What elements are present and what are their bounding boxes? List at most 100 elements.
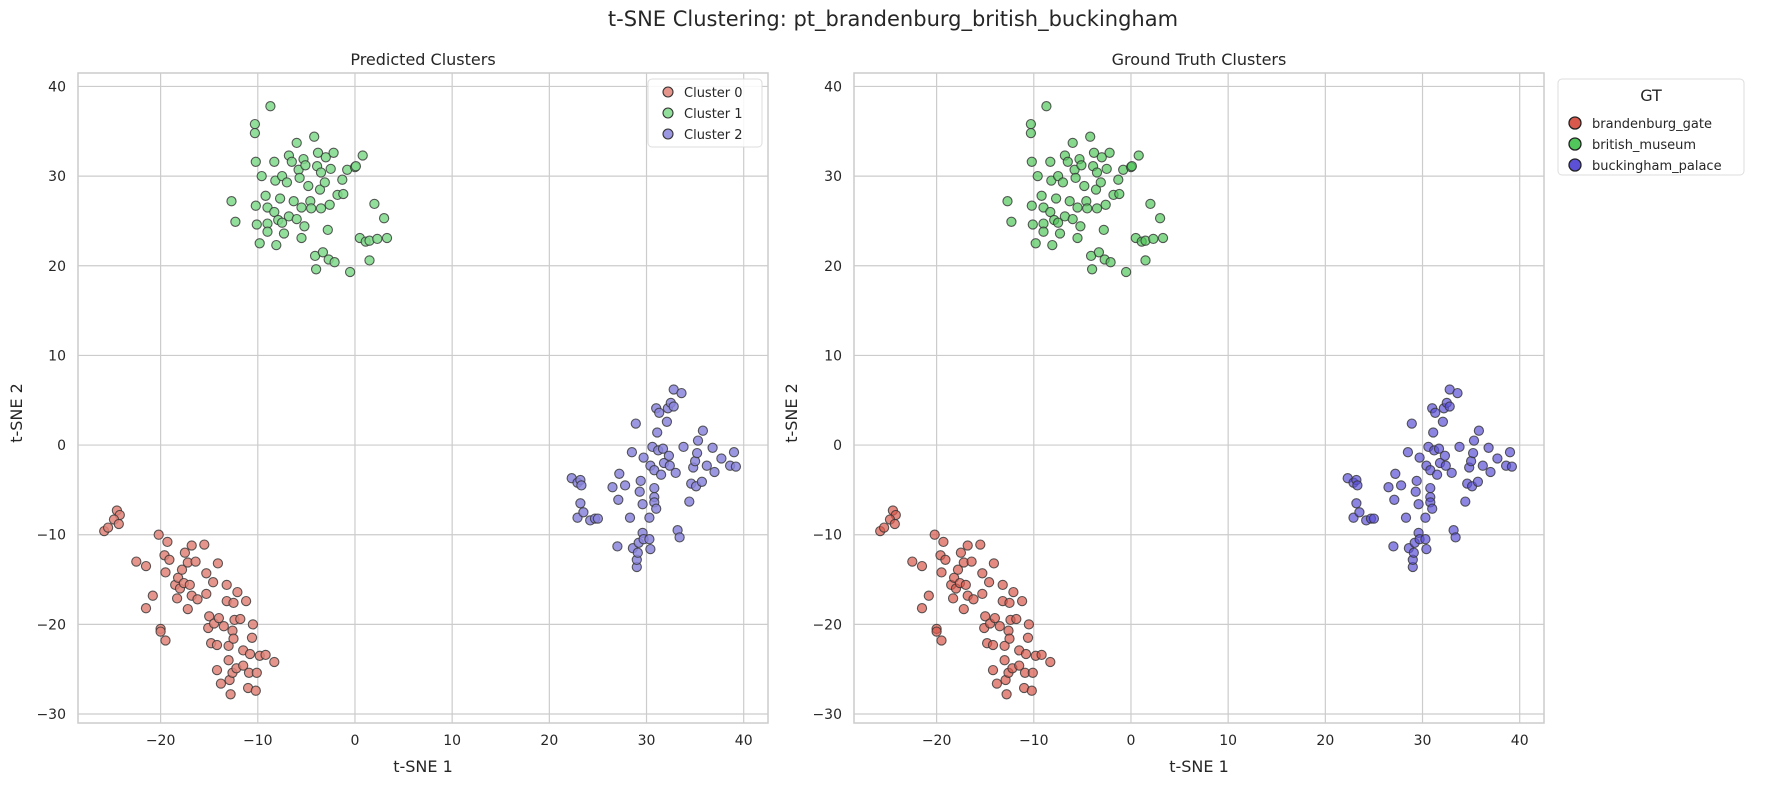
data-point-series-2 (1368, 513, 1380, 524)
data-point-series-2 (663, 450, 675, 461)
data-point-series-2 (1433, 443, 1445, 454)
data-point-series-0 (228, 597, 239, 609)
data-point-series-1 (315, 203, 327, 214)
data-point-series-1 (1114, 188, 1125, 200)
data-point-series-0 (1022, 632, 1034, 643)
data-point-series-2 (1408, 547, 1419, 558)
data-point-series-1 (1025, 127, 1037, 139)
data-point-series-0 (987, 639, 999, 651)
data-point-series-2 (612, 541, 623, 552)
data-point-series-2 (1406, 418, 1417, 429)
y-tick-label: −30 (812, 707, 842, 723)
data-point-series-2 (670, 467, 681, 479)
data-point-series-1 (1140, 255, 1151, 266)
data-point-series-0 (916, 603, 928, 614)
data-point-series-0 (211, 664, 223, 676)
data-point-series-1 (1088, 147, 1100, 158)
data-point-series-1 (294, 172, 305, 184)
data-point-series-0 (999, 655, 1010, 666)
data-point-series-0 (223, 640, 234, 652)
data-point-series-1 (274, 193, 286, 204)
data-point-series-0 (1001, 689, 1012, 700)
data-point-series-2 (632, 547, 643, 558)
x-axis-label-ground-truth: t-SNE 1 (1169, 757, 1229, 776)
data-point-series-0 (213, 612, 225, 624)
data-point-series-1 (315, 167, 327, 178)
legend-label: Cluster 2 (684, 128, 743, 143)
data-point-series-0 (968, 594, 979, 605)
legend-marker (1568, 158, 1582, 172)
data-point-series-1 (1036, 190, 1047, 201)
data-point-series-0 (907, 556, 918, 567)
data-point-series-2 (1468, 435, 1480, 446)
scatter-points (875, 101, 1518, 700)
data-point-series-0 (179, 547, 191, 558)
data-point-series-1 (1054, 228, 1066, 239)
data-point-series-2 (1425, 482, 1436, 494)
y-tick-label: 10 (824, 348, 842, 364)
data-point-series-1 (1085, 131, 1096, 142)
data-point-series-2 (1395, 480, 1407, 491)
grid (854, 73, 1544, 723)
data-point-series-2 (1483, 442, 1494, 453)
legend-marker (662, 107, 674, 119)
data-point-series-2 (1450, 532, 1461, 543)
data-point-series-1 (291, 213, 302, 225)
data-point-series-0 (936, 567, 947, 578)
data-point-series-1 (1032, 170, 1043, 182)
data-point-series-0 (1016, 595, 1028, 607)
data-point-series-0 (977, 568, 988, 579)
scatter-points (99, 101, 742, 700)
data-point-series-1 (254, 238, 265, 249)
y-tick-label: 40 (48, 79, 66, 95)
data-point-series-1 (296, 232, 307, 244)
data-point-series-0 (1045, 656, 1056, 668)
data-point-series-0 (952, 564, 964, 575)
data-point-series-2 (1420, 534, 1431, 545)
data-point-series-2 (1420, 512, 1431, 523)
data-point-series-1 (317, 247, 329, 258)
data-point-series-2 (1431, 469, 1443, 480)
data-point-series-2 (701, 460, 712, 471)
ground-truth-clusters-panel: Ground Truth Clusters t-SNE 1 t-SNE 2 −2… (782, 50, 1745, 776)
data-point-series-0 (947, 593, 959, 604)
data-point-series-0 (102, 522, 114, 533)
data-point-series-0 (958, 603, 969, 615)
data-point-series-0 (215, 678, 227, 689)
data-point-series-2 (728, 447, 740, 458)
data-point-series-1 (249, 127, 261, 139)
data-point-series-1 (1050, 193, 1062, 204)
data-point-series-1 (344, 266, 356, 278)
data-point-series-1 (328, 147, 339, 158)
x-axis-label-predicted: t-SNE 1 (393, 757, 453, 776)
data-point-series-1 (309, 131, 320, 142)
data-point-series-1 (291, 137, 302, 149)
x-tick-label: 0 (351, 733, 360, 749)
data-point-series-2 (1354, 507, 1365, 518)
data-point-series-0 (938, 536, 949, 548)
data-point-series-2 (1446, 467, 1457, 479)
data-point-series-0 (238, 660, 249, 671)
data-point-series-1 (269, 156, 280, 167)
y-axis-label-predicted: t-SNE 2 (7, 383, 26, 443)
data-point-series-1 (314, 184, 326, 195)
data-point-series-1 (230, 216, 241, 227)
data-point-series-1 (1157, 232, 1169, 244)
data-point-series-0 (916, 560, 928, 572)
data-point-series-2 (1383, 482, 1394, 493)
data-point-series-2 (1444, 401, 1455, 412)
x-tick-label: 10 (1219, 733, 1237, 749)
data-point-series-1 (1091, 203, 1103, 214)
data-point-series-2 (1485, 466, 1496, 478)
y-tick-label: −10 (36, 528, 66, 544)
data-point-series-2 (1427, 503, 1438, 514)
data-point-series-2 (1411, 475, 1422, 487)
data-point-series-1 (1113, 174, 1124, 185)
x-tick-label: −20 (922, 733, 952, 749)
data-point-series-2 (651, 503, 662, 514)
data-point-series-0 (878, 522, 890, 533)
data-point-series-2 (692, 435, 704, 446)
data-point-series-1 (278, 228, 290, 239)
data-point-series-1 (1045, 156, 1056, 167)
